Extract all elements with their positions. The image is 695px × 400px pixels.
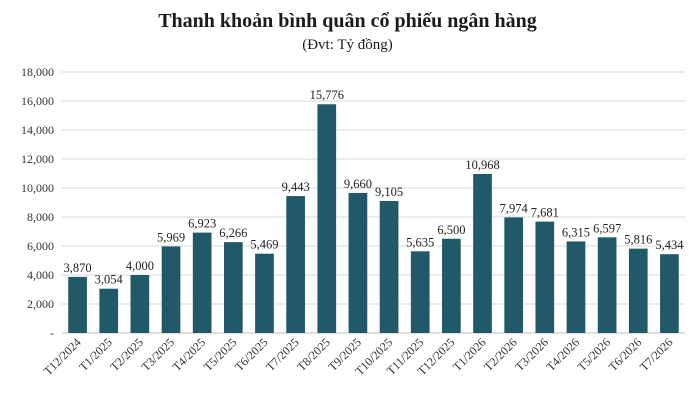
data-label: 6,597 [593,221,621,235]
data-label: 6,315 [562,225,590,239]
bar [535,221,555,333]
bar [597,237,617,333]
data-label: 3,870 [64,261,92,275]
data-label: 9,443 [282,180,310,194]
x-tick-label: T8/2025 [294,335,333,374]
bar [348,192,368,333]
x-tick-label: T1/2026 [450,335,489,374]
y-tick-label: 14,000 [21,123,54,137]
bar [473,173,492,333]
x-tick-label: T6/2026 [606,335,645,374]
x-tick-label: T5/2026 [575,335,614,374]
x-tick-label: T3/2026 [512,335,551,374]
data-label: 5,816 [624,233,652,247]
y-tick-label: 4,000 [27,268,54,282]
bar [161,246,181,333]
bar [442,238,461,333]
x-tick-label: T7/2026 [637,335,676,374]
bar [192,232,212,333]
x-tick-label: T2/2026 [481,335,520,374]
bar [130,275,150,333]
x-tick-label: T4/2025 [170,335,209,374]
bar [255,253,274,333]
data-label: 3,054 [95,273,124,287]
data-label: 4,000 [126,259,154,273]
x-tick-label: T7/2025 [263,335,302,374]
bar [68,276,87,333]
x-tick-label: T4/2026 [543,335,582,374]
bar [410,251,430,333]
bar [660,254,679,333]
y-tick-label: 10,000 [21,181,54,195]
y-tick-label: 12,000 [21,152,54,166]
y-tick-label: 2,000 [27,297,54,311]
data-label: 7,681 [531,206,559,220]
chart-subtitle: (Đvt: Tỷ đồng) [302,37,393,53]
bar [504,217,524,333]
bar [286,196,305,333]
data-label: 15,776 [310,88,344,102]
bar [223,242,243,333]
bar [628,248,648,333]
data-label: 9,660 [344,177,372,191]
bar [566,241,586,333]
y-tick-label: - [50,326,54,340]
bar [317,104,337,333]
y-tick-label: 8,000 [27,210,54,224]
data-label: 6,266 [219,226,247,240]
chart-title: Thanh khoản bình quân cổ phiếu ngân hàng [158,10,537,32]
data-label: 6,923 [188,217,216,231]
y-tick-label: 16,000 [21,94,54,108]
x-tick-label: T1/2025 [76,335,115,374]
y-tick-label: 18,000 [21,65,54,79]
x-tick-label: T6/2025 [232,335,271,374]
x-tick-label: T2/2025 [107,335,146,374]
data-label: 6,500 [437,223,465,237]
data-label: 5,635 [406,235,434,249]
bar [99,288,119,333]
x-tick-label: T12/2024 [41,335,84,378]
data-label: 10,968 [465,158,499,172]
y-tick-label: 6,000 [27,239,54,253]
data-label: 5,969 [157,230,185,244]
data-label: 9,105 [375,185,403,199]
data-label: 5,469 [250,238,278,252]
bar [379,200,399,333]
x-tick-label: T5/2025 [201,335,240,374]
data-label: 5,434 [655,238,684,252]
x-tick-label: T3/2025 [138,335,177,374]
data-label: 7,974 [500,201,529,215]
